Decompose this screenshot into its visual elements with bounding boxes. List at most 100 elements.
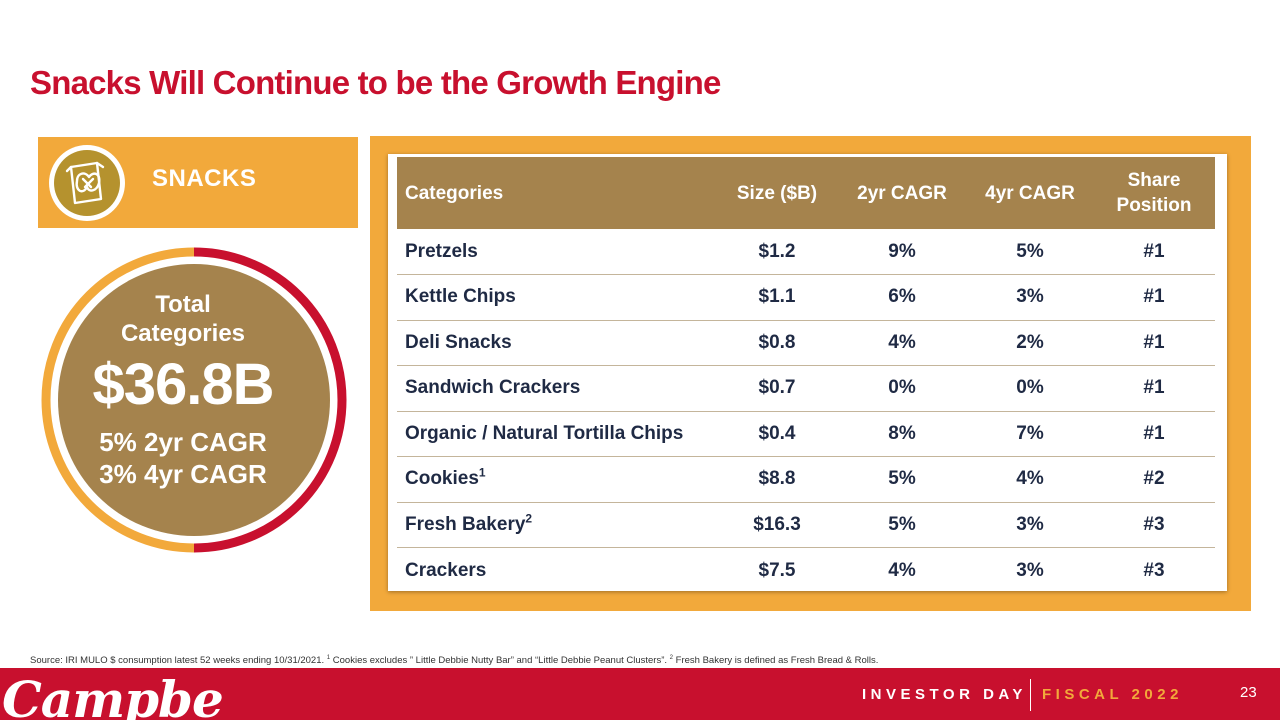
cell-category: Kettle Chips <box>397 275 717 321</box>
footnote-marker: 2 <box>525 511 533 526</box>
header-2yr-cagr: 2yr CAGR <box>857 182 947 204</box>
cell-4yr-cagr: 7% <box>967 411 1093 457</box>
header-share-position: Share Position <box>1093 157 1215 229</box>
cell-category-text: Cookies <box>405 468 479 490</box>
cell-size: $1.2 <box>717 229 837 275</box>
cell-size-text: $1.1 <box>758 286 796 308</box>
cell-size: $0.8 <box>717 320 837 366</box>
categories-table-card: Categories Size ($B) 2yr CAGR 4yr CAGR S… <box>388 154 1227 591</box>
cell-4yr-cagr-text: 3% <box>1016 286 1044 308</box>
snacks-banner: SNACKS <box>38 137 358 228</box>
header-categories: Categories <box>405 182 504 204</box>
cell-4yr-cagr-text: 4% <box>1016 468 1044 490</box>
cell-share-position-text: #1 <box>1143 331 1165 353</box>
cell-4yr-cagr: 4% <box>967 457 1093 503</box>
page-number: 23 <box>1240 684 1257 701</box>
header-share-line2: Position <box>1116 195 1192 216</box>
cell-size: $0.7 <box>717 366 837 412</box>
cell-share-position: #1 <box>1093 366 1215 412</box>
table-header-row: Categories Size ($B) 2yr CAGR 4yr CAGR S… <box>397 157 1215 229</box>
cell-2yr-cagr: 4% <box>837 548 967 594</box>
cell-2yr-cagr-text: 8% <box>888 422 916 444</box>
source-part2: Cookies excludes ” Little Debbie Nutty B… <box>330 655 670 667</box>
donut-inner-disc <box>58 264 330 536</box>
cell-4yr-cagr-text: 3% <box>1016 559 1044 581</box>
table-body: Pretzels $1.2 9% 5% #1 Kettle Chips $1.1 6% 3% #1… <box>397 229 1215 593</box>
cell-size: $0.4 <box>717 411 837 457</box>
cell-size: $8.8 <box>717 457 837 503</box>
cell-2yr-cagr-text: 4% <box>888 331 916 353</box>
cell-4yr-cagr: 2% <box>967 320 1093 366</box>
cell-size: $16.3 <box>717 502 837 548</box>
table-row: Kettle Chips $1.1 6% 3% #1 <box>397 275 1215 321</box>
cell-category: Crackers <box>397 548 717 594</box>
total-categories-donut <box>41 247 347 553</box>
investor-day-label: INVESTOR DAY <box>862 686 1027 703</box>
cell-size: $7.5 <box>717 548 837 594</box>
cell-4yr-cagr: 3% <box>967 275 1093 321</box>
total-label-line2: Categories <box>120 320 246 347</box>
header-size: Size ($B) <box>736 182 818 204</box>
total-cagr-4yr: 3% 4yr CAGR <box>99 459 267 489</box>
cell-size-text: $0.8 <box>758 331 796 353</box>
cell-share-position-text: #2 <box>1143 468 1165 490</box>
table-row: Pretzels $1.2 9% 5% #1 <box>397 229 1215 275</box>
cell-category: Organic / Natural Tortilla Chips <box>397 411 717 457</box>
snacks-label: SNACKS <box>152 165 257 192</box>
cell-share-position-text: #1 <box>1143 377 1165 399</box>
cell-2yr-cagr: 8% <box>837 411 967 457</box>
cell-2yr-cagr: 9% <box>837 229 967 275</box>
cell-2yr-cagr: 5% <box>837 457 967 503</box>
cell-category-text: Crackers <box>405 559 487 581</box>
cell-share-position: #1 <box>1093 275 1215 321</box>
cell-2yr-cagr-text: 0% <box>888 377 916 399</box>
table-row: Cookies1 $8.8 5% 4% #2 <box>397 457 1215 503</box>
cell-2yr-cagr-text: 6% <box>888 286 916 308</box>
cell-size-text: $0.4 <box>758 422 796 444</box>
cell-2yr-cagr-text: 5% <box>888 468 916 490</box>
cell-4yr-cagr: 0% <box>967 366 1093 412</box>
cell-size-text: $1.2 <box>758 240 796 262</box>
source-sup2: 2 <box>669 655 674 661</box>
cell-category-text: Fresh Bakery <box>405 513 526 535</box>
source-footnote: Source: IRI MULO $ consumption latest 52… <box>30 655 1260 666</box>
cell-share-position: #1 <box>1093 320 1215 366</box>
total-label-line1: Total <box>155 291 211 318</box>
cell-4yr-cagr-text: 7% <box>1016 422 1044 444</box>
cell-size-text: $0.7 <box>758 377 796 399</box>
page-title: Snacks Will Continue to be the Growth En… <box>30 64 721 101</box>
cell-2yr-cagr: 4% <box>837 320 967 366</box>
source-part1: Source: IRI MULO $ consumption latest 52… <box>30 655 327 667</box>
cell-category-text: Organic / Natural Tortilla Chips <box>405 422 684 444</box>
cell-size-text: $7.5 <box>758 559 796 581</box>
cell-2yr-cagr: 0% <box>837 366 967 412</box>
cell-2yr-cagr-text: 5% <box>888 513 916 535</box>
cell-category: Sandwich Crackers <box>397 366 717 412</box>
cell-share-position-text: #3 <box>1143 513 1165 535</box>
cell-4yr-cagr-text: 3% <box>1016 513 1044 535</box>
cell-share-position: #3 <box>1093 502 1215 548</box>
cell-size: $1.1 <box>717 275 837 321</box>
footnote-marker: 1 <box>478 465 486 480</box>
table-row: Fresh Bakery2 $16.3 5% 3% #3 <box>397 502 1215 548</box>
cell-category: Deli Snacks <box>397 320 717 366</box>
cell-share-position-text: #1 <box>1143 240 1165 262</box>
donut-ring-gold-segment <box>41 247 195 553</box>
cell-4yr-cagr: 3% <box>967 502 1093 548</box>
cell-share-position: #3 <box>1093 548 1215 594</box>
categories-table-frame: Categories Size ($B) 2yr CAGR 4yr CAGR S… <box>370 136 1251 611</box>
source-part3: Fresh Bakery is defined as Fresh Bread &… <box>673 655 879 667</box>
fiscal-year-label: FISCAL 2022 <box>1042 686 1183 703</box>
cell-share-position-text: #1 <box>1143 286 1165 308</box>
cell-category-text: Deli Snacks <box>405 331 512 353</box>
cell-category-text: Pretzels <box>405 240 478 262</box>
cell-2yr-cagr-text: 9% <box>888 240 916 262</box>
cell-4yr-cagr-text: 2% <box>1016 331 1044 353</box>
footer-bar: Campbell's INVESTOR DAY FISCAL 2022 23 <box>0 668 1280 720</box>
table-row: Sandwich Crackers $0.7 0% 0% #1 <box>397 366 1215 412</box>
cell-4yr-cagr: 3% <box>967 548 1093 594</box>
cell-category-text: Kettle Chips <box>405 286 516 308</box>
table-row: Deli Snacks $0.8 4% 2% #1 <box>397 320 1215 366</box>
cell-2yr-cagr: 5% <box>837 502 967 548</box>
cell-4yr-cagr: 5% <box>967 229 1093 275</box>
